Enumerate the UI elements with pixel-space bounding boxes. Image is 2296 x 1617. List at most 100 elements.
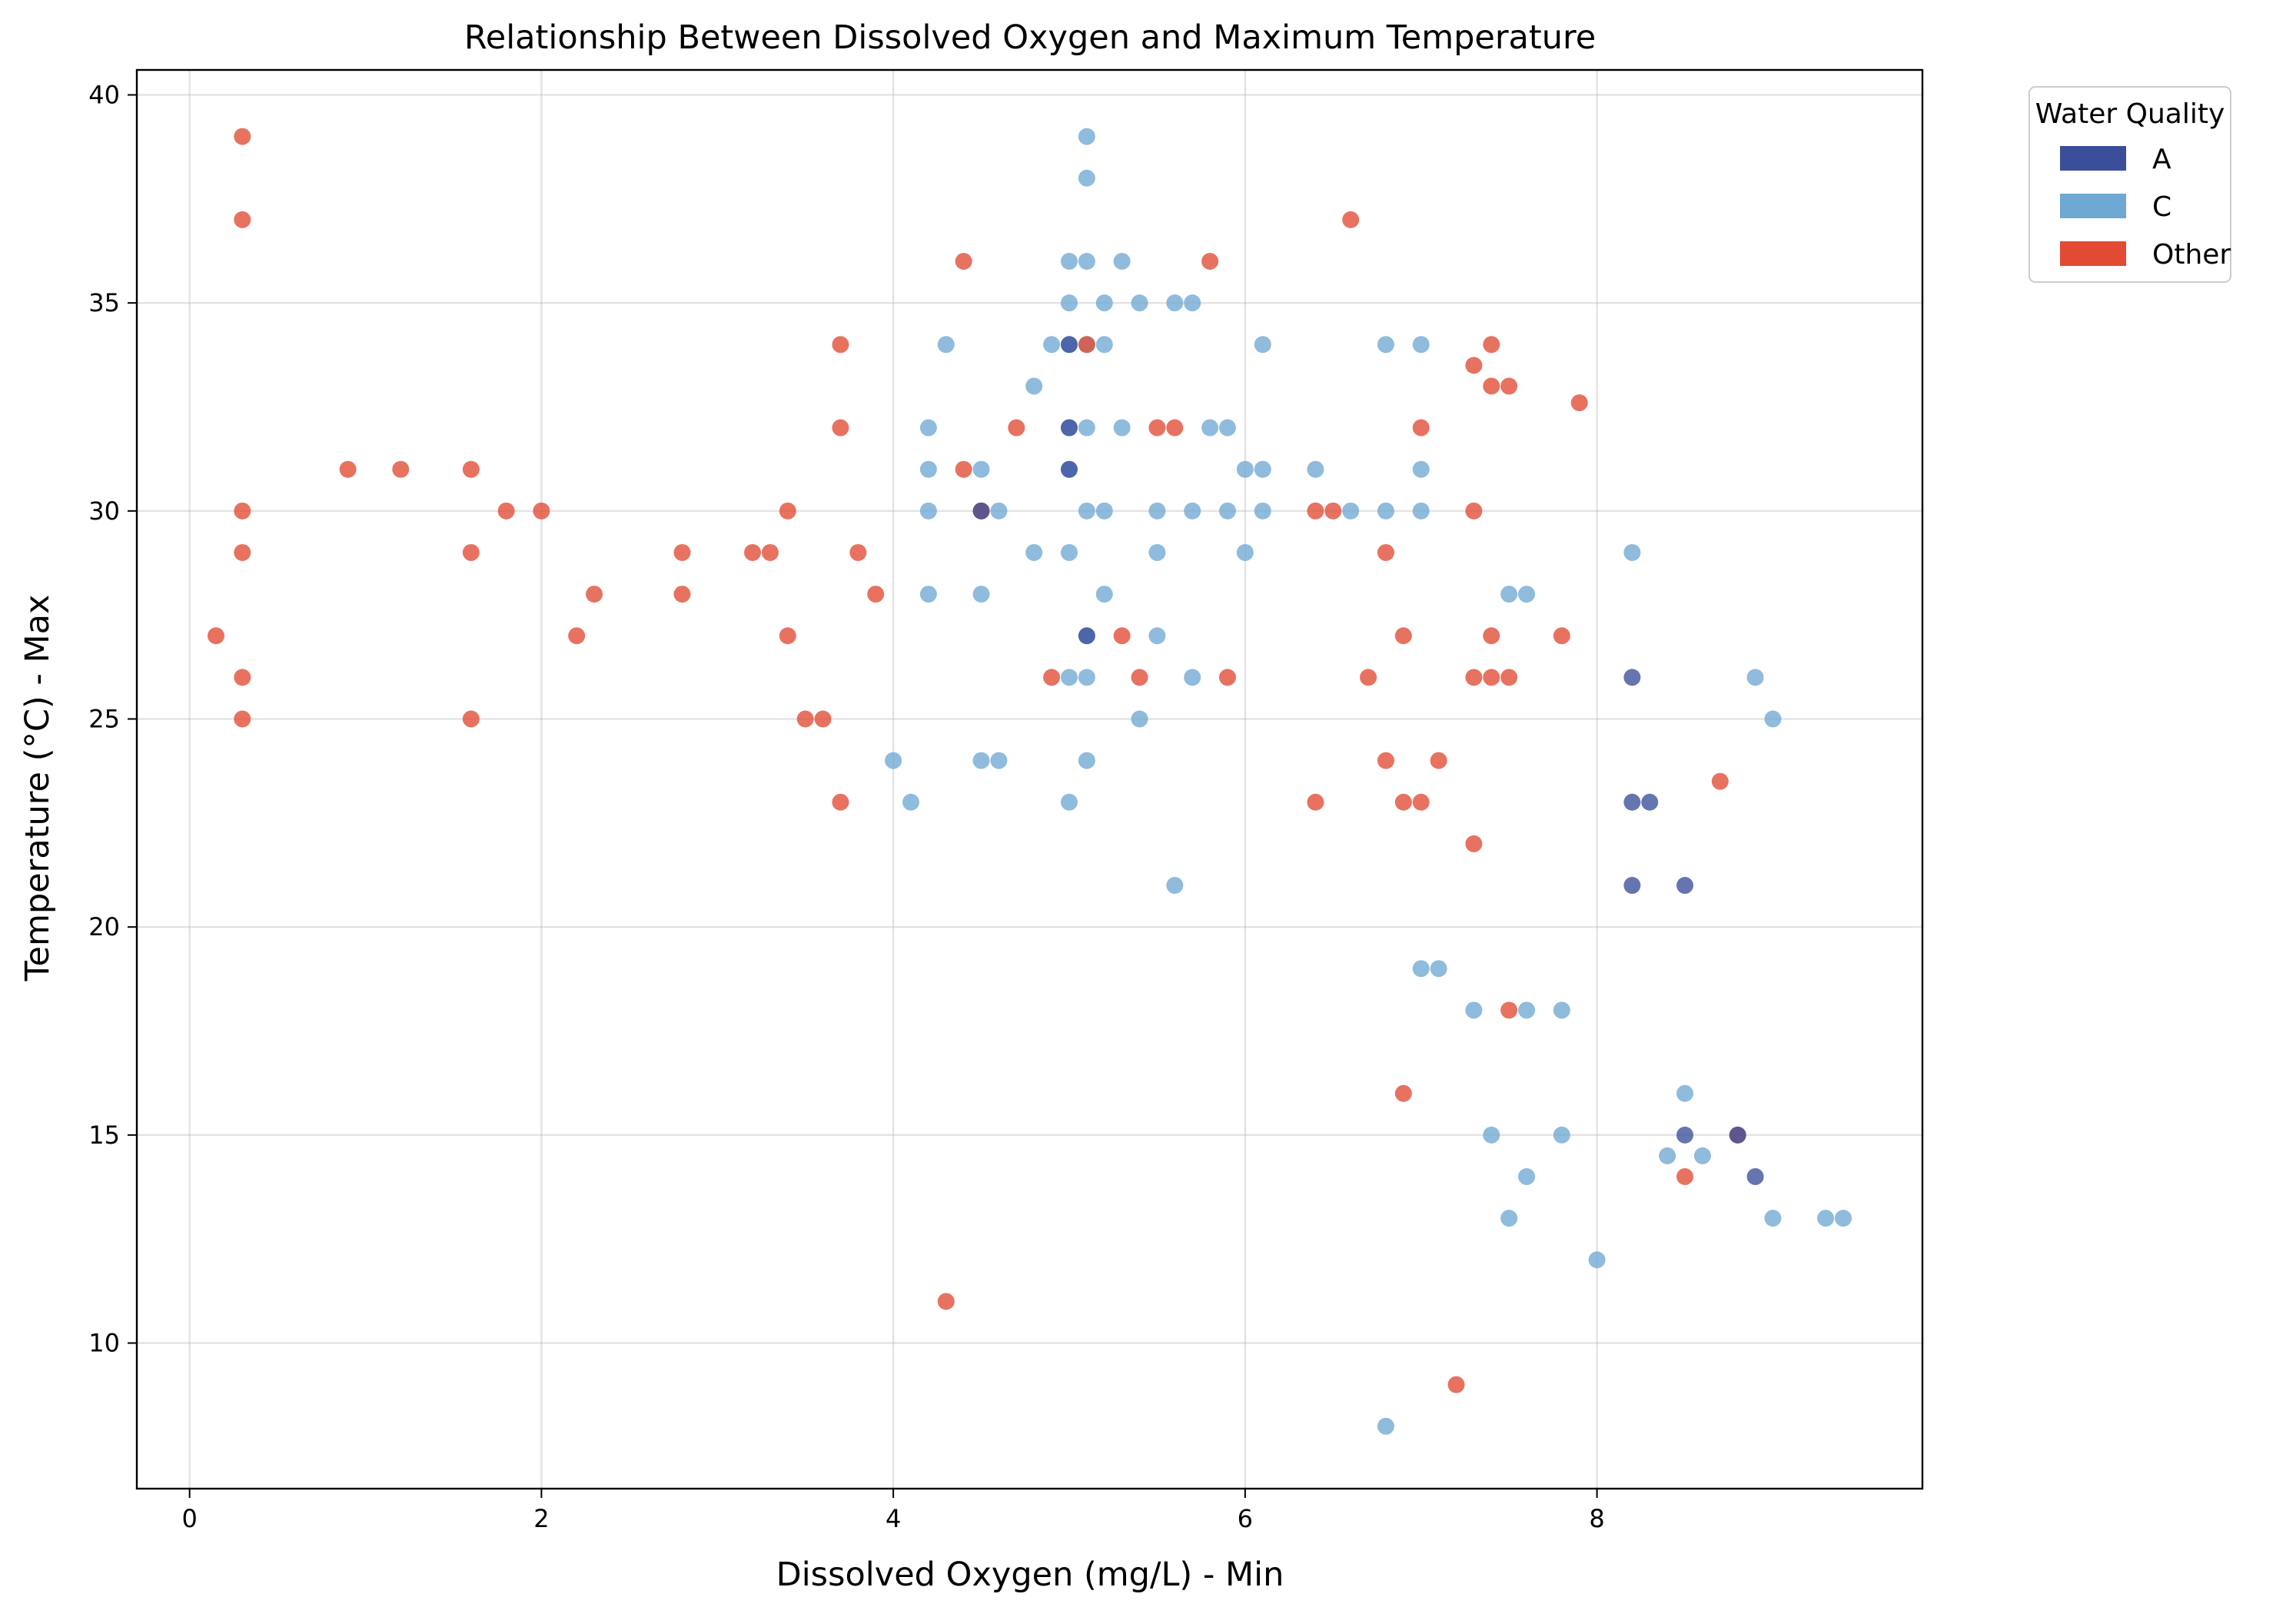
point-c xyxy=(1095,336,1113,354)
point-other xyxy=(761,543,779,561)
axis-ticks: 0 2 4 6 8 10 15 20 25 30 35 40 xyxy=(88,80,1604,1533)
point-a xyxy=(1623,877,1641,895)
point-other xyxy=(849,543,867,561)
point-other xyxy=(1166,419,1184,437)
point-c xyxy=(1218,419,1236,437)
point-other xyxy=(1553,627,1570,645)
x-tick-label: 0 xyxy=(181,1504,197,1533)
point-c xyxy=(885,752,902,769)
point-c xyxy=(1025,543,1043,561)
point-other xyxy=(1412,419,1430,437)
y-tick-label: 30 xyxy=(88,496,120,526)
point-other xyxy=(1430,752,1447,769)
point-other xyxy=(234,710,251,728)
point-c xyxy=(1764,1210,1782,1227)
point-other xyxy=(1500,377,1518,395)
point-c xyxy=(1113,253,1131,271)
point-c xyxy=(1342,502,1360,520)
y-tick-label: 10 xyxy=(88,1329,120,1358)
point-c xyxy=(1060,294,1078,312)
point-c xyxy=(1060,793,1078,811)
legend-label-a: A xyxy=(2152,144,2171,175)
point-c xyxy=(1184,294,1201,312)
point-other xyxy=(234,669,251,686)
point-other xyxy=(1218,669,1236,686)
point-other xyxy=(779,502,796,520)
legend-swatch-other xyxy=(2060,241,2126,266)
point-other xyxy=(1465,669,1483,686)
point-c xyxy=(1078,419,1095,437)
point-a xyxy=(1676,877,1694,895)
point-c xyxy=(1623,543,1641,561)
point-other xyxy=(1465,502,1483,520)
point-other xyxy=(1500,669,1518,686)
point-c xyxy=(1113,419,1131,437)
point-other xyxy=(1394,627,1412,645)
series-c xyxy=(885,128,1852,1435)
point-other xyxy=(1483,627,1500,645)
point-other xyxy=(1483,336,1500,354)
point-other xyxy=(1394,793,1412,811)
point-other xyxy=(1447,1376,1465,1393)
point-c xyxy=(919,419,937,437)
point-c xyxy=(1184,502,1201,520)
point-other xyxy=(234,502,251,520)
point-c xyxy=(1307,460,1324,478)
point-other xyxy=(955,460,972,478)
grid-lines xyxy=(137,70,1922,1489)
legend: Water Quality AC Other xyxy=(2029,86,2231,283)
point-c xyxy=(1078,169,1095,187)
point-a xyxy=(972,502,990,520)
point-c xyxy=(1060,669,1078,686)
point-a xyxy=(1078,627,1095,645)
point-other xyxy=(497,502,515,520)
point-other xyxy=(1008,419,1025,437)
point-c xyxy=(1043,336,1061,354)
point-a xyxy=(1060,460,1078,478)
point-c xyxy=(990,502,1008,520)
point-other xyxy=(832,793,849,811)
point-other xyxy=(1377,752,1394,769)
point-other xyxy=(1377,543,1394,561)
point-other xyxy=(1711,772,1729,790)
point-other xyxy=(1500,1001,1518,1019)
point-other xyxy=(1307,502,1324,520)
point-c xyxy=(1377,502,1394,520)
point-c xyxy=(1518,586,1536,603)
point-c xyxy=(1746,669,1764,686)
x-tick-label: 2 xyxy=(533,1504,549,1533)
point-a xyxy=(1060,336,1078,354)
point-other xyxy=(937,1293,955,1310)
point-c xyxy=(972,460,990,478)
legend-swatch-a xyxy=(2060,146,2126,171)
point-c xyxy=(1148,502,1166,520)
point-other xyxy=(392,460,410,478)
y-tick-label: 40 xyxy=(88,80,120,109)
point-c xyxy=(937,336,955,354)
point-c xyxy=(1095,294,1113,312)
point-c xyxy=(1483,1126,1500,1144)
point-other xyxy=(744,543,762,561)
point-other xyxy=(1360,669,1377,686)
y-tick-label: 15 xyxy=(88,1121,120,1150)
point-other xyxy=(586,586,603,603)
point-other xyxy=(867,586,885,603)
y-axis-label: Temperature (°C) - Max xyxy=(18,595,57,982)
point-c xyxy=(1025,377,1043,395)
point-other xyxy=(1412,793,1430,811)
point-c xyxy=(902,793,920,811)
y-tick-label: 25 xyxy=(88,705,120,734)
x-tick-label: 8 xyxy=(1589,1504,1604,1533)
point-other xyxy=(673,586,691,603)
point-c xyxy=(1078,253,1095,271)
series-a xyxy=(972,336,1764,1185)
point-c xyxy=(919,460,937,478)
point-c xyxy=(1553,1126,1570,1144)
point-other xyxy=(1043,669,1061,686)
point-a xyxy=(1676,1126,1694,1144)
point-a xyxy=(1641,793,1659,811)
point-c xyxy=(1553,1001,1570,1019)
point-other xyxy=(1148,419,1166,437)
point-c xyxy=(1201,419,1219,437)
point-other xyxy=(1307,793,1324,811)
